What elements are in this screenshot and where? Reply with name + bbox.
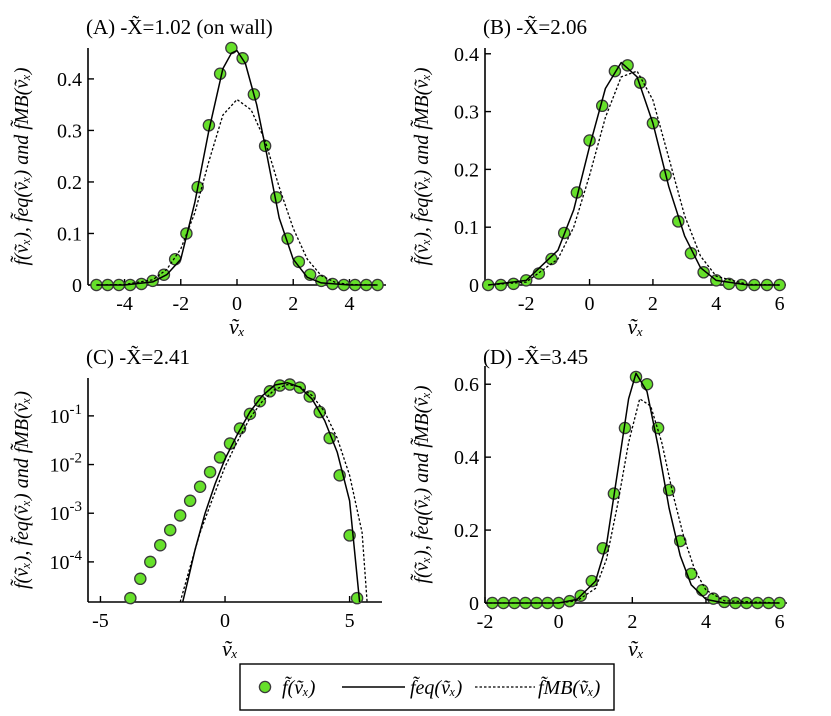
chart-panel-1: -4 -2 0 2 4 0 0.1 0.2 0.3 0.4 (A) -X̃=1.02 (on wal… [9, 15, 386, 339]
data-point [494, 278, 508, 292]
data-point [263, 385, 277, 398]
series-line-mb [485, 398, 780, 604]
data-point [507, 277, 520, 291]
data-point [722, 277, 736, 291]
x-tick-label: 2 [627, 611, 637, 633]
y-tick-label: 10-4 [50, 548, 83, 574]
x-tick-label: 0 [220, 610, 230, 632]
series-line-mb [488, 70, 780, 286]
x-axis-label: ṽₓ [229, 314, 245, 339]
legend-marker [258, 680, 272, 694]
x-tick-label: 0 [232, 293, 242, 315]
x-tick-label: 4 [701, 611, 711, 633]
x-tick-label: -2 [518, 293, 535, 315]
series-line-eq [181, 381, 361, 603]
y-tick-label: 0.2 [57, 172, 82, 194]
y-tick-label: 0.3 [57, 120, 82, 142]
y-tick-label: 0 [469, 593, 479, 615]
x-tick-label: 4 [344, 293, 354, 315]
x-tick-label: 6 [775, 293, 785, 315]
legend-label: f̃MB(ṽₓ) [538, 675, 601, 699]
x-tick-label: -5 [92, 610, 109, 632]
chart-title: (B) -X̃=2.06 [483, 15, 587, 39]
data-point [163, 523, 177, 537]
series-line-mb [96, 98, 378, 286]
x-tick-label: -2 [172, 293, 189, 315]
y-tick-label: 0.4 [57, 69, 82, 91]
y-tick-label: 10-2 [50, 451, 83, 477]
y-tick-label: 0.4 [454, 44, 479, 66]
y-tick-label: 0.1 [454, 217, 479, 239]
y-tick-label: 0.6 [454, 374, 479, 396]
data-point [697, 266, 710, 279]
y-axis-label: f̃(ṽₓ), f̃eq(ṽₓ) and f̃MB(ṽₓ) [409, 385, 433, 583]
y-tick-label: 0 [72, 275, 82, 297]
legend-box [239, 663, 615, 711]
legend: f̃(ṽₓ) f̃eq(ṽₓ) f̃MB(ṽₓ) [239, 663, 615, 711]
data-point [585, 574, 599, 588]
x-tick-label: 5 [345, 610, 355, 632]
y-tick-label: 10-1 [50, 402, 83, 428]
y-tick-label: 0.4 [454, 447, 479, 469]
data-point [696, 583, 709, 597]
y-tick-label: 0.1 [57, 223, 82, 245]
y-tick-label: 10-3 [50, 499, 83, 525]
y-tick-label: 0.2 [454, 520, 479, 542]
x-tick-label: -2 [477, 611, 494, 633]
y-axis-label: f̃(ṽₓ), f̃eq(ṽₓ) and f̃MB(ṽₓ) [9, 67, 33, 265]
data-point [183, 494, 197, 508]
x-tick-label: 6 [775, 611, 785, 633]
chart-panel-2: -2 0 2 4 6 0 0.1 0.2 0.3 0.4(B) -X̃=2.06 ṽₓ f̃(ṽₓ),… [409, 15, 786, 339]
data-point [253, 394, 267, 408]
legend-label: f̃(ṽₓ) [282, 675, 316, 699]
data-point [621, 59, 634, 72]
markers-series [481, 59, 786, 292]
x-axis-label: ṽₓ [222, 636, 238, 661]
series-line-eq [485, 372, 780, 604]
legend-label: f̃eq(ṽₓ) [410, 675, 463, 699]
y-tick-label: 0.2 [454, 159, 479, 181]
x-axis-label: ṽₓ [628, 636, 644, 661]
data-point [173, 509, 187, 522]
x-tick-label: -4 [116, 293, 133, 315]
y-tick-label: 0 [469, 275, 479, 297]
data-point [154, 538, 167, 552]
y-tick-label: 0.3 [454, 102, 479, 124]
chart-title: (D) -X̃=3.45 [483, 345, 588, 369]
x-tick-label: 0 [554, 611, 564, 633]
chart-panel-3: -5 0 5 10-4 10-3 10-2 10-1 (C) -X̃=2.41 ṽₓ f̃(ṽₓ)… [9, 345, 382, 661]
data-point [134, 572, 147, 586]
chart-title: (A) -X̃=1.02 (on wall) [86, 15, 273, 39]
series-line-eq [488, 61, 780, 286]
data-point [350, 591, 364, 605]
x-tick-label: 0 [585, 293, 595, 315]
series-line-mb [179, 383, 368, 603]
series-line-eq [96, 49, 378, 286]
markers-series [486, 370, 786, 610]
data-point [146, 274, 159, 288]
x-tick-label: 4 [711, 293, 721, 315]
x-axis-label: ṽₓ [627, 314, 643, 339]
y-axis-label: f̃(ṽₓ), f̃eq(ṽₓ) and f̃MB(ṽₓ) [409, 67, 433, 265]
markers-series [90, 41, 384, 292]
x-tick-label: 2 [288, 293, 298, 315]
markers-series [124, 378, 364, 605]
chart-title: (C) -X̃=2.41 [86, 345, 190, 369]
data-point [144, 555, 157, 569]
data-point [193, 480, 207, 493]
data-point [629, 370, 643, 384]
y-axis-label: f̃(ṽₓ), f̃eq(ṽₓ) and f̃MB(ṽₓ) [9, 391, 33, 589]
data-point [203, 465, 217, 479]
data-point [124, 591, 137, 605]
x-tick-label: 2 [648, 293, 658, 315]
